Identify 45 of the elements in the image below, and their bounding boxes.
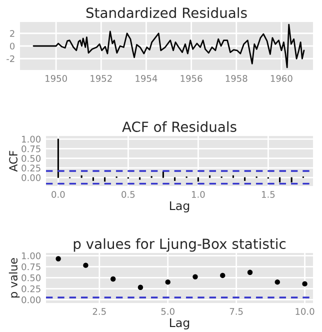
x-axis-title: Lag — [170, 201, 190, 212]
y-tick-label: 1.00 — [22, 136, 41, 143]
y-tick-label: 0.50 — [22, 155, 41, 162]
point — [83, 262, 88, 268]
y-tick-label: 0.75 — [22, 263, 40, 270]
y-tick-label: 0.00 — [22, 174, 41, 182]
y-tick-label: 0.50 — [22, 274, 41, 282]
y-tick-label: 2 — [10, 30, 14, 37]
x-axis-title: Lag — [170, 318, 190, 330]
point — [138, 284, 144, 290]
x-tick-label: 1.0 — [192, 191, 205, 198]
x-tick-label: 2.5 — [92, 308, 106, 315]
x-tick-label: 5.0 — [161, 308, 174, 315]
point — [274, 279, 280, 285]
x-tick-label: 1958 — [226, 75, 248, 82]
point — [220, 272, 226, 278]
x-tick-label: 1960 — [270, 75, 292, 82]
x-tick-label: 0.0 — [52, 191, 65, 198]
point — [302, 281, 308, 286]
x-tick-label: 10.0 — [296, 308, 314, 315]
point — [192, 274, 198, 280]
x-tick-label: 1950 — [46, 75, 67, 82]
chart-title: ACF of Residuals — [122, 121, 236, 132]
y-tick-label: 0.00 — [22, 296, 41, 304]
y-tick-label: 0.25 — [22, 285, 40, 292]
y-tick-label: 0.25 — [22, 164, 40, 172]
x-tick-label: 1956 — [180, 75, 202, 82]
chart-title: p values for Ljung-Box statistic — [74, 238, 286, 252]
line-series — [32, 24, 305, 68]
x-tick-label: 1952 — [90, 75, 112, 82]
y-axis-title: ACF — [9, 150, 18, 172]
x-tick-label: 1954 — [136, 75, 158, 82]
x-tick-label: 7.5 — [230, 308, 243, 315]
point — [56, 256, 61, 262]
y-tick-label: 0 — [10, 42, 15, 50]
y-tick-label: 1.00 — [22, 252, 41, 260]
point — [165, 279, 170, 285]
y-tick-label: 0.75 — [22, 145, 40, 152]
y-tick-label: -2 — [6, 55, 14, 62]
point — [247, 270, 253, 275]
point — [110, 276, 116, 282]
chart-title: Standardized Residuals — [86, 7, 247, 18]
x-tick-label: 0.5 — [122, 191, 135, 198]
y-axis-title: p value — [8, 258, 20, 298]
x-tick-label: 1.5 — [262, 191, 275, 198]
